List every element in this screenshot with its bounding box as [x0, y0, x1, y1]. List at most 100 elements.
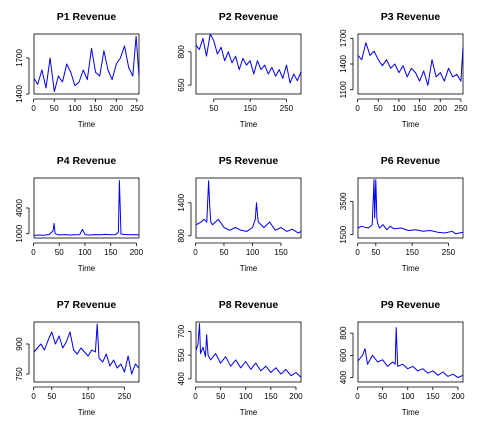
y-tick-label: 600: [339, 348, 348, 362]
x-tick-label: 0: [31, 392, 36, 401]
x-tick-label: 150: [274, 248, 288, 257]
series-line: [33, 323, 140, 375]
x-tick-label: 100: [401, 392, 415, 401]
y-tick-label: 1700: [339, 29, 348, 47]
x-axis-label: Time: [240, 264, 258, 273]
chart-panel-4: P4 Revenue 0 50 100 150 200 1000 4000 Time: [15, 155, 144, 273]
x-tick-label: 250: [130, 104, 144, 113]
x-tick-label: 100: [68, 104, 82, 113]
x-axis-label: Time: [402, 408, 420, 417]
x-axis-label: Time: [402, 264, 420, 273]
x-tick-label: 200: [451, 392, 465, 401]
y-tick-label: 1000: [15, 224, 24, 242]
chart-panel-6: P6 Revenue 0 50 150 250 1500 3500 Time: [339, 155, 464, 273]
x-tick-label: 0: [31, 104, 36, 113]
x-tick-label: 150: [89, 104, 103, 113]
x-tick-label: 50: [50, 104, 59, 113]
y-tick-label: 1400: [15, 85, 24, 103]
x-tick-label: 0: [193, 248, 198, 257]
x-tick-label: 0: [355, 104, 360, 113]
chart-panel-2: P2 Revenue 50 150 250 650 800 Time: [177, 11, 302, 129]
chart-panel-7: P7 Revenue 0 50 150 250 750 900 Time: [15, 299, 140, 417]
plot-frame: [195, 177, 302, 239]
x-tick-label: 250: [118, 392, 132, 401]
chart-panel-1: P1 Revenue 0 50 100 150 200 250 1400 1700 Time: [15, 11, 144, 129]
plot-frame: [33, 177, 140, 239]
x-tick-label: 50: [220, 248, 229, 257]
chart-title: P2 Revenue: [219, 11, 279, 23]
y-tick-label: 1700: [15, 49, 24, 67]
x-tick-label: 0: [355, 248, 360, 257]
x-axis-label: Time: [78, 264, 96, 273]
y-tick-label: 1400: [339, 55, 348, 73]
x-tick-label: 100: [246, 248, 260, 257]
x-tick-label: 150: [243, 104, 257, 113]
y-tick-label: 700: [177, 324, 186, 338]
y-tick-label: 800: [177, 229, 186, 243]
x-tick-label: 50: [374, 104, 383, 113]
x-tick-label: 150: [104, 248, 118, 257]
x-tick-label: 150: [413, 104, 427, 113]
chart-title: P8 Revenue: [219, 299, 279, 311]
x-tick-label: 50: [55, 248, 64, 257]
chart-title: P6 Revenue: [381, 155, 441, 167]
series-line: [357, 179, 464, 235]
series-line: [357, 42, 464, 86]
chart-title: P9 Revenue: [381, 299, 441, 311]
chart-title: P5 Revenue: [219, 155, 279, 167]
x-tick-label: 200: [130, 248, 144, 257]
y-tick-label: 550: [177, 348, 186, 362]
chart-title: P3 Revenue: [381, 11, 441, 23]
y-tick-label: 400: [339, 370, 348, 384]
plot-frame: [357, 321, 464, 383]
x-axis-label: Time: [402, 120, 420, 129]
x-tick-label: 150: [426, 392, 440, 401]
series-line: [195, 33, 302, 84]
x-tick-label: 50: [378, 392, 387, 401]
x-tick-label: 150: [405, 248, 419, 257]
plot-frame: [195, 321, 302, 383]
x-tick-label: 200: [434, 104, 448, 113]
series-line: [33, 180, 140, 236]
chart-panel-9: P9 Revenue 0 50 100 150 200 400 600 800 Time: [339, 299, 465, 417]
y-tick-label: 800: [177, 45, 186, 59]
x-tick-label: 150: [264, 392, 278, 401]
plot-frame: [357, 33, 464, 95]
x-tick-label: 250: [280, 104, 294, 113]
x-tick-label: 50: [47, 392, 56, 401]
chart-panel-8: P8 Revenue 0 50 100 150 200 400 550 700 Time: [177, 299, 303, 417]
x-axis-label: Time: [240, 120, 258, 129]
y-tick-label: 650: [177, 78, 186, 92]
chart-title: P1 Revenue: [57, 11, 117, 23]
series-line: [33, 35, 140, 93]
x-tick-label: 0: [355, 392, 360, 401]
x-tick-label: 0: [31, 248, 36, 257]
y-tick-label: 1500: [339, 225, 348, 243]
x-tick-label: 100: [392, 104, 406, 113]
y-tick-label: 900: [15, 337, 24, 351]
y-tick-label: 1400: [177, 193, 186, 211]
x-tick-label: 150: [81, 392, 95, 401]
x-tick-label: 0: [193, 392, 198, 401]
series-line: [195, 180, 302, 234]
y-tick-label: 750: [15, 367, 24, 381]
chart-panel-3: P3 Revenue 0 50 100 150 200 250 1100 1400 1700 Tim…: [339, 11, 468, 129]
series-line: [357, 327, 464, 379]
x-tick-label: 100: [78, 248, 92, 257]
y-tick-label: 3500: [339, 192, 348, 210]
y-tick-label: 4000: [15, 199, 24, 217]
series-line: [195, 323, 302, 378]
chart-title: P4 Revenue: [57, 155, 117, 167]
x-tick-label: 200: [110, 104, 124, 113]
x-axis-label: Time: [240, 408, 258, 417]
x-tick-label: 200: [289, 392, 303, 401]
plot-frame: [33, 33, 140, 95]
x-tick-label: 100: [239, 392, 253, 401]
plot-frame: [357, 177, 464, 239]
y-tick-label: 400: [177, 372, 186, 386]
x-tick-label: 250: [454, 104, 468, 113]
plot-frame: [195, 33, 302, 95]
x-tick-label: 50: [209, 104, 218, 113]
